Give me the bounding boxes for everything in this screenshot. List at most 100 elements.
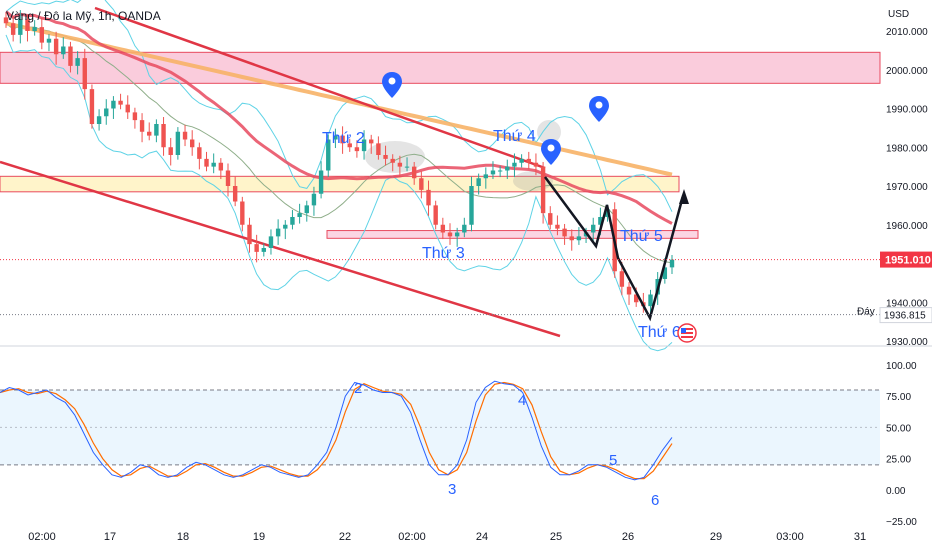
candle-body [218,162,224,171]
label-thu6: Thứ 6 [638,324,681,341]
candle-body [175,131,181,155]
candle-body [297,213,302,217]
bollinger-lower-band [5,34,673,352]
candle-body [311,193,317,206]
low-price-value: 1936.815 [884,311,926,322]
demand-zone[interactable] [326,230,699,239]
candle-body [268,236,274,248]
pin-icon[interactable] [382,72,402,98]
candle-body [197,147,202,159]
candle-body [111,100,116,109]
time-tick-label: 24 [476,531,488,543]
candle-body [519,158,524,163]
label-thu5: Thứ 5 [620,228,663,245]
candle-body [46,38,52,43]
price-axis[interactable]: 2010.000 2000.000 1990.000 1980.000 1970.000… [886,27,928,348]
candle-body [669,259,675,268]
candle-body [469,186,474,225]
stochastic-k-line [0,380,673,481]
upper-trendline[interactable] [94,6,546,170]
candle-body [555,224,560,229]
candle-body [411,166,417,179]
candle-body [390,158,395,163]
label-thu3: Thứ 3 [422,245,465,262]
candle-body [562,228,567,237]
candle-body [290,217,295,225]
osc-tick-label: −25.00 [886,517,917,528]
candle-body [232,186,238,202]
candle-body [369,139,374,144]
candle-body [75,58,80,66]
candle-body [275,228,281,237]
candle-body [526,158,531,163]
candle-body [598,217,603,225]
candle-body [476,178,481,186]
osc-tick-label: 25.00 [886,455,911,466]
low-price-label: Đáy [857,307,875,318]
candle-body [89,89,95,124]
candle-body [569,236,574,241]
pin-icon[interactable] [589,96,609,122]
time-tick-label: 17 [104,531,116,543]
candle-body [61,46,66,55]
candle-body [118,100,123,105]
pin-icon[interactable] [541,139,561,165]
candle-body [347,143,352,148]
candle-body [147,131,152,136]
sma-fast-line [5,22,673,264]
time-tick-label: 25 [550,531,562,543]
candle-body [462,224,467,233]
label-thu4: Thứ 4 [493,128,536,145]
time-tick-label: 19 [253,531,265,543]
candle-body [433,205,438,225]
candle-body [397,162,403,167]
price-tick-label: 1960.000 [886,221,928,232]
candle-body [505,166,510,171]
projection-path[interactable] [543,176,685,322]
candle-body [39,27,45,43]
candle-body [240,201,245,225]
current-price-badge [880,251,932,268]
price-tick-label: 2010.000 [886,27,928,38]
candle-body [254,244,259,252]
label-thu2: Thứ 2 [322,130,365,147]
candle-body [447,232,453,237]
candle-body [376,143,381,155]
candle-body [440,224,446,233]
candle-body [483,174,489,179]
candle-body [633,294,639,303]
candle-body [404,166,410,168]
osc-tick-label: 75.00 [886,392,911,403]
ema-mid-line [5,10,673,225]
candle-body [261,248,267,252]
candle-body [454,232,460,237]
time-tick-label: 26 [622,531,634,543]
symbol-title: Vàng / Đô la Mỹ, 1h, OANDA [6,9,161,23]
time-tick-label: 29 [710,531,722,543]
price-tick-label: 1940.000 [886,298,928,309]
candle-body [25,19,30,31]
osc-label-5: 5 [609,452,617,469]
candle-body [648,294,653,307]
time-tick-label: 18 [177,531,189,543]
price-tick-label: 1990.000 [886,105,928,116]
candle-body [247,224,252,245]
time-axis[interactable]: 02:00 17 18 19 22 02:00 24 25 26 29 03:00 31 [28,531,866,543]
candle-body [53,38,59,55]
candle-body [18,19,23,35]
candle-body [333,135,338,140]
osc-tick-label: 0.00 [886,486,906,497]
current-price-value: 1951.010 [885,255,931,267]
oscillator-axis[interactable]: 100.00 75.00 50.00 25.00 0.00 −25.00 [886,361,917,528]
lower-trendline[interactable] [0,160,561,338]
candle-body [361,139,367,152]
time-tick-label: 02:00 [28,531,56,543]
candle-body [318,170,324,194]
osc-label-6: 6 [651,492,659,509]
candle-body [32,27,37,31]
candle-body [512,162,517,167]
candle-body [283,224,288,229]
us-flag-icon[interactable] [677,323,697,343]
candle-body [68,46,73,66]
